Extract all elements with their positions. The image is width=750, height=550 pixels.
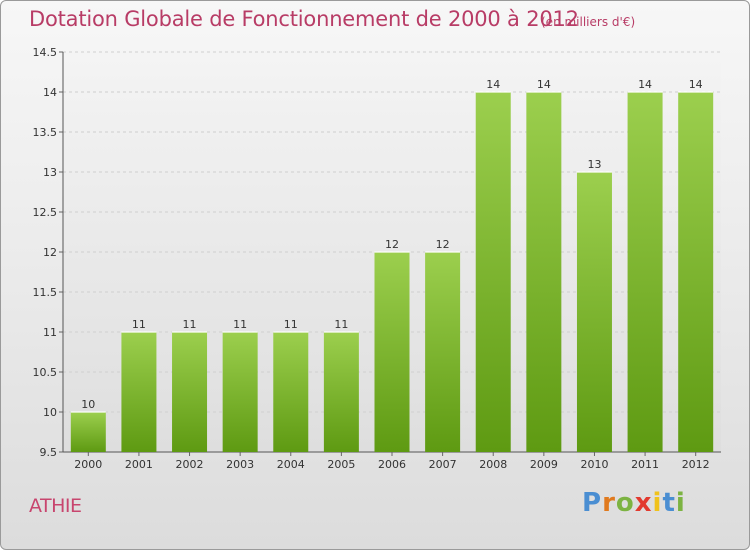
bar — [678, 92, 714, 452]
bar — [627, 92, 663, 452]
proxiti-logo[interactable]: Proxiti — [582, 488, 686, 518]
logo-letter: o — [615, 488, 635, 518]
data-label: 10 — [81, 398, 95, 411]
logo-letter: i — [652, 488, 663, 518]
y-tick-label: 10.5 — [33, 366, 58, 379]
x-tick-label: 2003 — [226, 458, 254, 471]
chart-title: Dotation Globale de Fonctionnement de 20… — [29, 7, 579, 31]
commune-name: ATHIE — [29, 495, 82, 517]
data-label: 14 — [689, 78, 703, 91]
y-tick-label: 13.5 — [33, 126, 58, 139]
y-tick-label: 11 — [43, 326, 57, 339]
x-tick-label: 2004 — [277, 458, 305, 471]
chart-subtitle: (en milliers d'€) — [541, 15, 636, 29]
y-tick-label: 13 — [43, 166, 57, 179]
logo-letter: x — [634, 488, 653, 518]
data-label: 12 — [385, 238, 399, 251]
data-label: 14 — [638, 78, 652, 91]
x-tick-label: 2012 — [682, 458, 710, 471]
x-tick-label: 2000 — [74, 458, 102, 471]
bar — [172, 332, 208, 452]
data-label: 11 — [233, 318, 247, 331]
bar — [475, 92, 511, 452]
bar — [323, 332, 359, 452]
x-tick-label: 2010 — [580, 458, 608, 471]
x-tick-label: 2002 — [176, 458, 204, 471]
x-tick-label: 2009 — [530, 458, 558, 471]
bar — [273, 332, 309, 452]
y-tick-label: 12.5 — [33, 206, 58, 219]
data-label: 12 — [436, 238, 450, 251]
y-tick-label: 14 — [43, 86, 57, 99]
bar — [374, 252, 410, 452]
bar — [425, 252, 461, 452]
bar — [576, 172, 612, 452]
x-tick-label: 2007 — [429, 458, 457, 471]
x-tick-label: 2005 — [327, 458, 355, 471]
x-tick-label: 2001 — [125, 458, 153, 471]
logo-letter: t — [662, 488, 676, 518]
data-label: 11 — [183, 318, 197, 331]
data-label: 11 — [132, 318, 146, 331]
logo-letter: r — [602, 488, 616, 518]
y-tick-label: 12 — [43, 246, 57, 259]
data-label: 11 — [334, 318, 348, 331]
bar — [70, 412, 106, 452]
data-label: 14 — [537, 78, 551, 91]
x-tick-label: 2008 — [479, 458, 507, 471]
y-tick-label: 14.5 — [33, 46, 58, 59]
logo-letter: i — [675, 488, 686, 518]
bar — [121, 332, 157, 452]
bar — [526, 92, 562, 452]
data-label: 11 — [284, 318, 298, 331]
y-tick-label: 11.5 — [33, 286, 58, 299]
bar — [222, 332, 258, 452]
y-tick-label: 10 — [43, 406, 57, 419]
x-tick-label: 2006 — [378, 458, 406, 471]
logo-letter: P — [582, 488, 603, 518]
data-label: 14 — [486, 78, 500, 91]
x-tick-label: 2011 — [631, 458, 659, 471]
data-label: 13 — [587, 158, 601, 171]
y-tick-label: 9.5 — [40, 446, 58, 459]
